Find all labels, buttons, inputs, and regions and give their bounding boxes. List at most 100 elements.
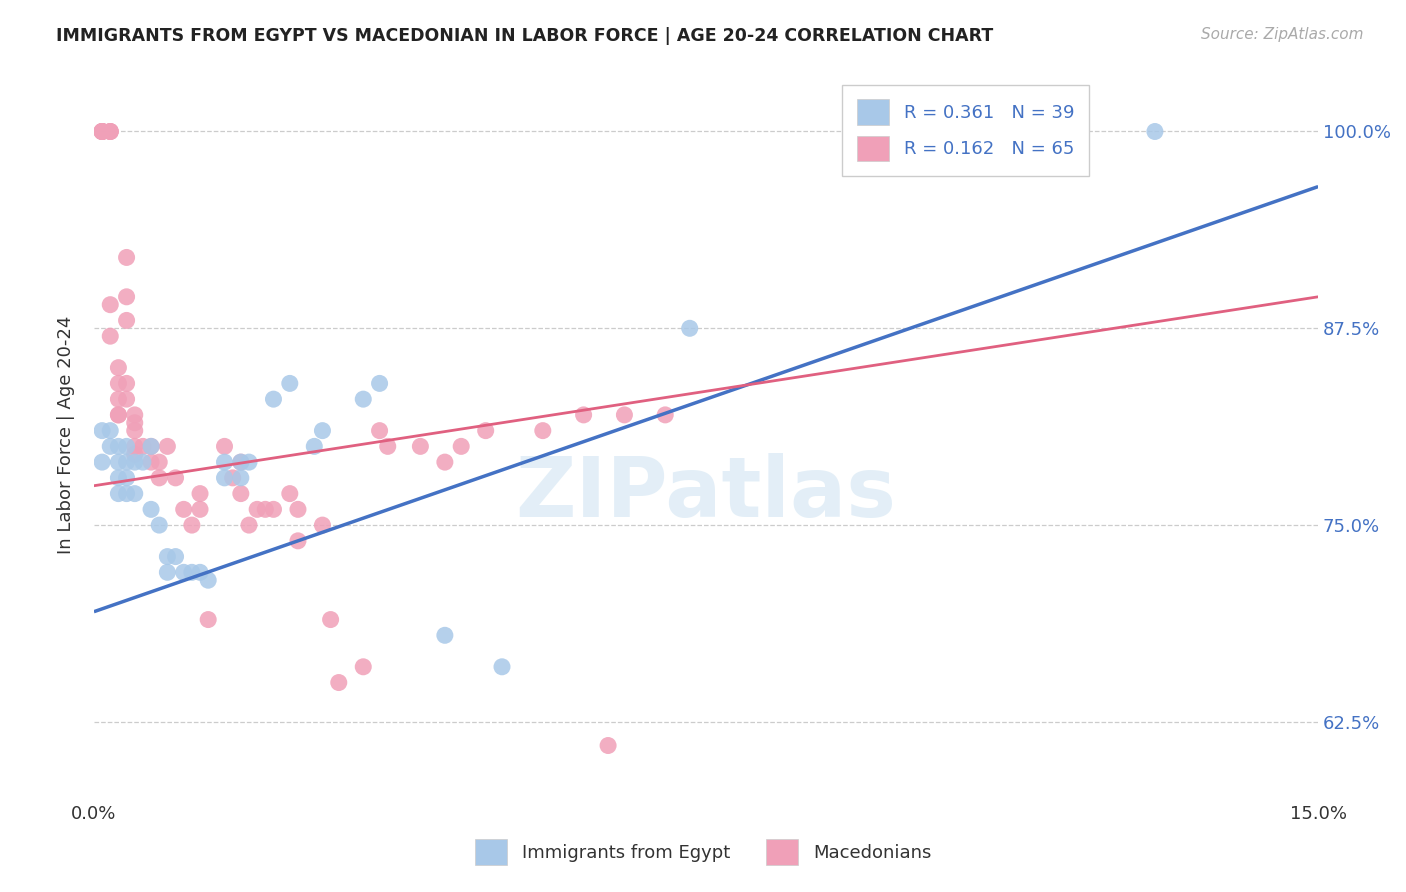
- Point: [368, 424, 391, 438]
- Point: [148, 471, 170, 485]
- Point: [115, 290, 138, 304]
- Point: [1143, 124, 1166, 138]
- Point: [107, 455, 129, 469]
- Text: ZIPatlas: ZIPatlas: [516, 452, 897, 533]
- Point: [98, 298, 121, 312]
- Point: [377, 439, 399, 453]
- Point: [287, 502, 309, 516]
- Point: [238, 518, 260, 533]
- Point: [214, 471, 236, 485]
- Point: [107, 486, 129, 500]
- Point: [98, 124, 121, 138]
- Point: [98, 124, 121, 138]
- Point: [278, 486, 301, 500]
- Point: [132, 439, 155, 453]
- Point: [107, 392, 129, 406]
- Point: [352, 392, 374, 406]
- Point: [91, 124, 114, 138]
- Point: [124, 424, 146, 438]
- Point: [165, 471, 187, 485]
- Point: [124, 416, 146, 430]
- Point: [115, 486, 138, 500]
- Point: [91, 455, 114, 469]
- Point: [107, 471, 129, 485]
- Point: [173, 502, 195, 516]
- Point: [679, 321, 702, 335]
- Point: [254, 502, 277, 516]
- Point: [229, 486, 252, 500]
- Point: [115, 455, 138, 469]
- Point: [221, 471, 243, 485]
- Point: [156, 439, 179, 453]
- Point: [107, 376, 129, 391]
- Point: [311, 424, 333, 438]
- Point: [139, 455, 162, 469]
- Point: [124, 408, 146, 422]
- Point: [91, 124, 114, 138]
- Point: [156, 566, 179, 580]
- Point: [229, 455, 252, 469]
- Point: [409, 439, 432, 453]
- Y-axis label: In Labor Force | Age 20-24: In Labor Force | Age 20-24: [58, 316, 75, 554]
- Point: [98, 439, 121, 453]
- Point: [107, 408, 129, 422]
- Point: [173, 566, 195, 580]
- Point: [115, 251, 138, 265]
- Point: [124, 447, 146, 461]
- Point: [98, 329, 121, 343]
- Point: [98, 424, 121, 438]
- Point: [139, 439, 162, 453]
- Point: [139, 439, 162, 453]
- Point: [491, 660, 513, 674]
- Point: [188, 502, 211, 516]
- Point: [263, 392, 285, 406]
- Point: [531, 424, 554, 438]
- Point: [311, 518, 333, 533]
- Point: [165, 549, 187, 564]
- Point: [115, 439, 138, 453]
- Point: [115, 376, 138, 391]
- Point: [91, 124, 114, 138]
- Point: [91, 124, 114, 138]
- Point: [197, 573, 219, 587]
- Point: [124, 455, 146, 469]
- Point: [180, 566, 202, 580]
- Legend: Immigrants from Egypt, Macedonians: Immigrants from Egypt, Macedonians: [465, 830, 941, 874]
- Point: [107, 360, 129, 375]
- Point: [598, 739, 620, 753]
- Point: [197, 613, 219, 627]
- Point: [263, 502, 285, 516]
- Text: IMMIGRANTS FROM EGYPT VS MACEDONIAN IN LABOR FORCE | AGE 20-24 CORRELATION CHART: IMMIGRANTS FROM EGYPT VS MACEDONIAN IN L…: [56, 27, 994, 45]
- Point: [107, 439, 129, 453]
- Point: [188, 566, 211, 580]
- Point: [214, 439, 236, 453]
- Point: [91, 124, 114, 138]
- Point: [132, 455, 155, 469]
- Point: [91, 424, 114, 438]
- Point: [246, 502, 269, 516]
- Point: [139, 502, 162, 516]
- Point: [188, 486, 211, 500]
- Point: [654, 408, 676, 422]
- Point: [433, 455, 456, 469]
- Point: [115, 392, 138, 406]
- Point: [115, 471, 138, 485]
- Point: [124, 486, 146, 500]
- Point: [229, 455, 252, 469]
- Point: [319, 613, 342, 627]
- Point: [124, 439, 146, 453]
- Point: [433, 628, 456, 642]
- Point: [368, 376, 391, 391]
- Point: [304, 439, 326, 453]
- Point: [352, 660, 374, 674]
- Point: [450, 439, 472, 453]
- Point: [613, 408, 636, 422]
- Legend: R = 0.361   N = 39, R = 0.162   N = 65: R = 0.361 N = 39, R = 0.162 N = 65: [842, 85, 1088, 176]
- Point: [287, 533, 309, 548]
- Point: [278, 376, 301, 391]
- Point: [115, 313, 138, 327]
- Point: [229, 471, 252, 485]
- Point: [107, 408, 129, 422]
- Point: [98, 124, 121, 138]
- Point: [328, 675, 350, 690]
